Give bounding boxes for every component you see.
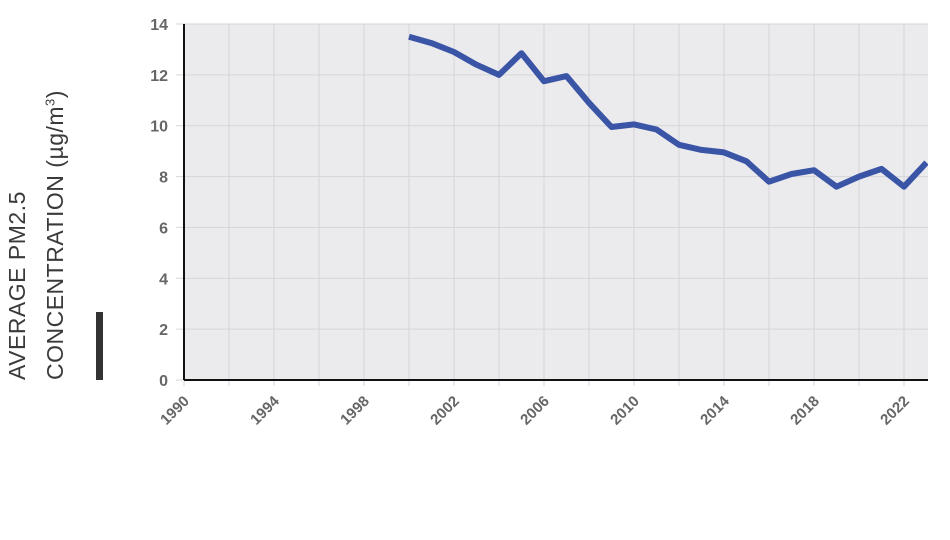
y-tick-label: 10 xyxy=(150,119,168,136)
x-tick-label: 2022 xyxy=(877,393,913,429)
x-tick-label: 1990 xyxy=(157,393,193,429)
y-tick-label: 6 xyxy=(159,220,168,237)
y-axis-accent-bar xyxy=(96,312,103,380)
pm25-series-line xyxy=(408,33,928,190)
y-tick-label: 0 xyxy=(159,373,168,390)
y-tick-label: 2 xyxy=(159,322,168,339)
x-tick-label: 2010 xyxy=(607,393,643,429)
y-tick-label: 8 xyxy=(159,170,168,187)
x-tick-label: 1998 xyxy=(337,393,373,429)
y-tick-label: 12 xyxy=(150,68,168,85)
x-tick-label: 2018 xyxy=(787,393,823,429)
y-tick-label: 4 xyxy=(159,271,168,288)
plot-background xyxy=(184,24,928,380)
x-tick-label: 2014 xyxy=(697,392,733,428)
x-tick-label: 2002 xyxy=(427,393,463,429)
y-axis-title: AVERAGE PM2.5 CONCENTRATION (µg/m3) xyxy=(0,0,110,400)
x-tick-label: 1994 xyxy=(247,392,283,428)
y-tick-label: 14 xyxy=(150,17,168,34)
x-tick-label: 2006 xyxy=(517,393,553,429)
